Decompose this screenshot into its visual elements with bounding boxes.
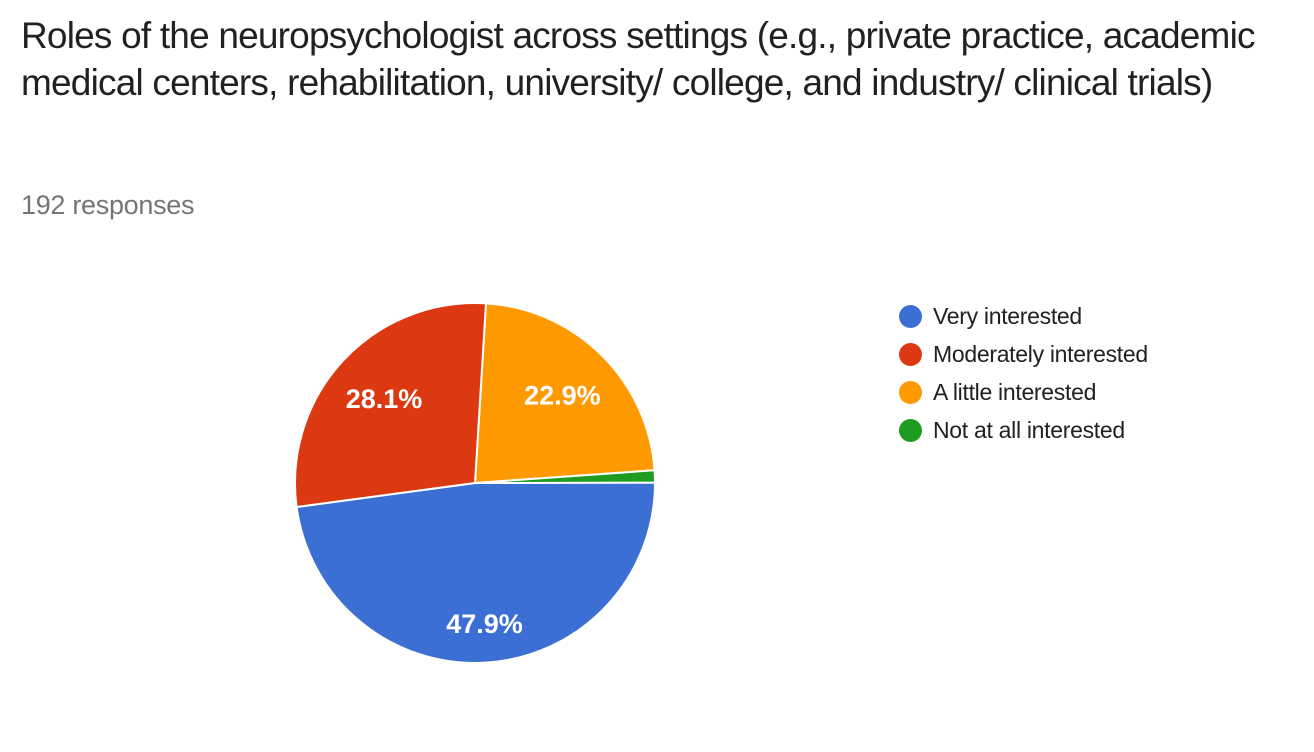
legend-swatch-icon [899,418,922,442]
legend-label: Moderately interested [933,340,1148,367]
pie-slice-label: 22.9% [524,380,601,410]
pie-slice-label: 28.1% [346,384,423,414]
pie-slice-a-little-interested[interactable] [473,302,656,485]
legend: Very interested Moderately interested A li… [899,297,1148,449]
legend-swatch-icon [899,342,922,366]
legend-label: Very interested [933,302,1082,329]
pie-slice-very-interested[interactable] [295,481,657,664]
legend-item-moderately-interested: Moderately interested [899,335,1148,373]
pie-slice-label: 47.9% [446,609,523,639]
legend-item-very-interested: Very interested [899,297,1148,335]
pie-slice-moderately-interested[interactable] [294,302,488,509]
legend-label: Not at all interested [933,416,1125,443]
legend-swatch-icon [899,380,922,404]
legend-item-a-little-interested: A little interested [899,373,1148,411]
question-title: Roles of the neuropsychologist across se… [21,15,1256,103]
legend-swatch-icon [899,304,922,328]
legend-label: A little interested [933,378,1097,405]
pie-chart: 22.9% 47.9% 28.1% [294,302,657,664]
legend-item-not-at-all-interested: Not at all interested [899,411,1148,449]
responses-count: 192 responses [21,190,195,220]
